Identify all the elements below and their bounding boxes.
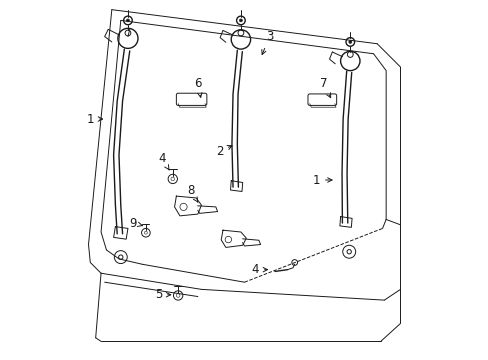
Circle shape <box>126 19 129 22</box>
Circle shape <box>348 41 351 43</box>
Text: 9: 9 <box>129 216 142 230</box>
Text: 7: 7 <box>319 77 330 98</box>
Text: 5: 5 <box>154 288 170 301</box>
Polygon shape <box>198 206 217 213</box>
Text: 8: 8 <box>186 184 198 202</box>
Text: 1: 1 <box>86 113 102 126</box>
Text: 3: 3 <box>261 30 273 54</box>
Circle shape <box>239 19 242 22</box>
Text: 2: 2 <box>215 145 231 158</box>
Text: 4: 4 <box>251 263 267 276</box>
Polygon shape <box>242 239 260 246</box>
Text: 1: 1 <box>312 174 331 186</box>
Polygon shape <box>174 196 201 216</box>
Text: 6: 6 <box>194 77 202 97</box>
Polygon shape <box>221 230 246 247</box>
Text: 4: 4 <box>158 152 169 170</box>
